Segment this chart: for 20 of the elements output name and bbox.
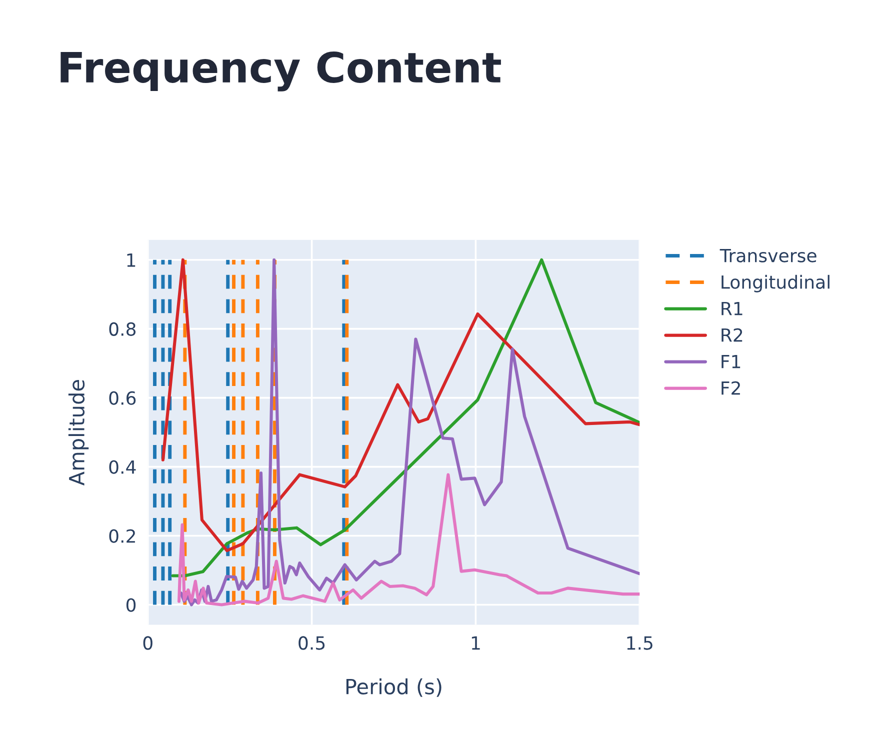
x-tick-label: 0 <box>143 636 152 650</box>
y-tick-label: 0 <box>126 598 136 612</box>
y-tick-label: 0.6 <box>109 391 136 405</box>
y-tick-label: 0.8 <box>109 322 136 336</box>
y-tick-label: 1 <box>127 254 136 267</box>
x-tick-label: 1 <box>472 636 480 650</box>
legend-label: R2 <box>722 328 742 342</box>
x-axis-title: Period (s) <box>346 678 442 697</box>
y-tick-label: 0.4 <box>109 460 136 474</box>
legend-label: Longitudinal <box>722 274 830 292</box>
legend-label: R1 <box>722 302 742 316</box>
x-tick-label: 0.5 <box>298 636 325 650</box>
y-tick-label: 0.2 <box>109 529 135 543</box>
legend-label: F1 <box>722 354 740 368</box>
legend-label: F2 <box>722 381 740 395</box>
line-series <box>177 473 640 606</box>
legend-label: Transverse <box>720 248 816 262</box>
x-tick-label: 1.5 <box>627 636 652 650</box>
y-axis-title: Amplitude <box>68 380 89 486</box>
chart-title: Frequency Content <box>60 51 501 92</box>
